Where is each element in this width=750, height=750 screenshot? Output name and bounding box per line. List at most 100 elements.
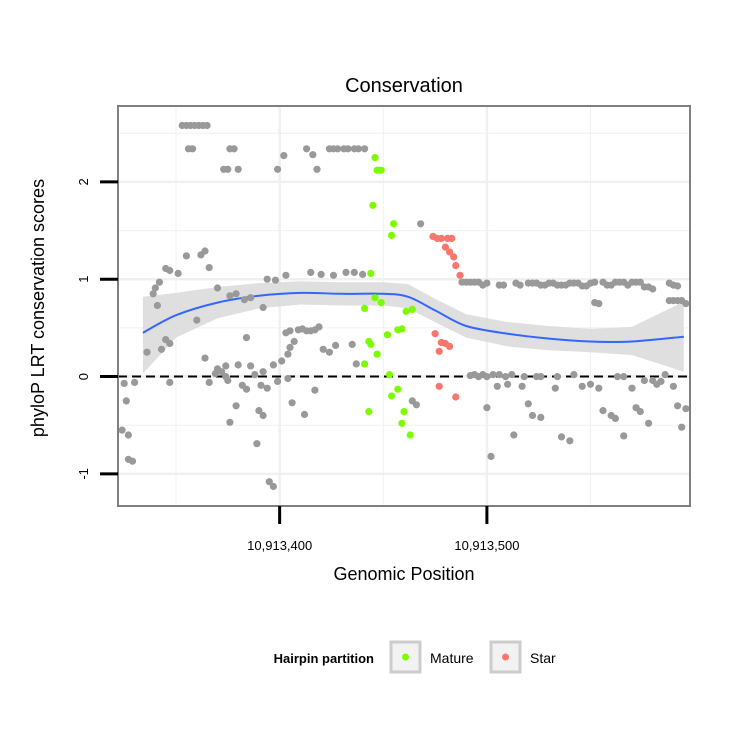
other-point (205, 378, 213, 386)
chart-title: Conservation (345, 75, 463, 97)
x-tick-label: 10,913,500 (454, 538, 519, 553)
other-point (528, 411, 537, 420)
other-point (263, 275, 271, 283)
mature-point (390, 220, 398, 228)
other-point (242, 334, 251, 342)
star-point (448, 234, 456, 242)
other-point (508, 371, 516, 379)
other-point (325, 348, 333, 356)
other-point (286, 327, 294, 335)
other-point (265, 478, 273, 486)
star-point (446, 342, 454, 350)
y-tick-label: 1 (76, 276, 91, 283)
mature-point (377, 166, 385, 174)
confidence-ribbon (142, 281, 684, 374)
other-point (313, 165, 321, 173)
other-point (247, 294, 255, 302)
other-point (197, 251, 205, 259)
other-point (226, 418, 234, 426)
other-point (620, 373, 628, 381)
panel-border (117, 105, 691, 507)
other-point (155, 278, 163, 286)
x-axis-title: Genomic Position (333, 564, 474, 584)
other-point (483, 279, 491, 287)
mature-point (383, 331, 391, 339)
legend: Hairpin partition Mature Star (274, 640, 556, 674)
other-point (271, 276, 280, 284)
other-point (599, 407, 607, 415)
y-tick-label: -1 (76, 468, 91, 480)
other-point (269, 482, 277, 491)
mature-point (408, 305, 416, 313)
other-point (502, 373, 510, 381)
other-point (213, 284, 222, 292)
other-point (222, 362, 230, 370)
mature-point (406, 431, 414, 439)
other-point (348, 340, 356, 348)
other-point (193, 316, 201, 324)
other-point (205, 264, 213, 272)
mature-point (365, 408, 373, 416)
other-point (257, 381, 265, 389)
other-point (286, 343, 294, 351)
other-point (218, 368, 226, 376)
other-point (230, 145, 238, 153)
mature-point (361, 304, 369, 312)
other-point (166, 339, 174, 348)
other-point (487, 452, 495, 460)
other-point (259, 303, 267, 312)
star-point (452, 262, 460, 270)
other-point (263, 384, 271, 392)
other-point (284, 350, 292, 358)
other-point (189, 145, 197, 153)
other-point (300, 410, 309, 419)
other-point (240, 296, 248, 304)
other-point (553, 373, 562, 381)
star-point (437, 234, 445, 242)
mature-point (367, 269, 375, 277)
other-point (537, 373, 545, 381)
mature-point (371, 154, 379, 162)
mature-point (398, 325, 406, 333)
other-point (234, 165, 242, 173)
star-point (441, 243, 449, 251)
other-point (334, 145, 342, 153)
other-point (182, 252, 190, 260)
other-point (234, 361, 242, 369)
other-point (669, 382, 678, 390)
other-point (153, 301, 161, 310)
other-point (332, 341, 340, 349)
other-point (595, 384, 603, 392)
other-point (361, 145, 369, 153)
smooth-line (142, 291, 684, 343)
other-point (157, 345, 166, 353)
other-point (342, 268, 350, 276)
other-point (131, 378, 139, 386)
other-point (645, 419, 653, 427)
star-point (446, 248, 454, 256)
legend-dot-mature (402, 653, 409, 661)
other-point (354, 145, 362, 153)
other-point (636, 278, 644, 286)
other-point (682, 405, 690, 413)
other-point (566, 437, 574, 445)
mature-point (400, 408, 408, 416)
other-point (290, 337, 298, 346)
y-tick-label: 0 (76, 373, 91, 380)
other-point (483, 404, 491, 412)
other-point (516, 281, 524, 289)
mature-point (369, 201, 377, 209)
other-point (282, 271, 290, 279)
other-point (259, 368, 267, 376)
other-point (578, 382, 586, 390)
other-point (674, 402, 682, 410)
star-point (456, 271, 464, 279)
mature-point (394, 385, 402, 393)
other-point (288, 399, 296, 407)
other-point (307, 268, 315, 276)
other-point (620, 432, 628, 440)
other-point (495, 371, 503, 379)
other-point (344, 145, 352, 153)
other-point (329, 271, 338, 279)
legend-label-star: Star (530, 650, 556, 666)
